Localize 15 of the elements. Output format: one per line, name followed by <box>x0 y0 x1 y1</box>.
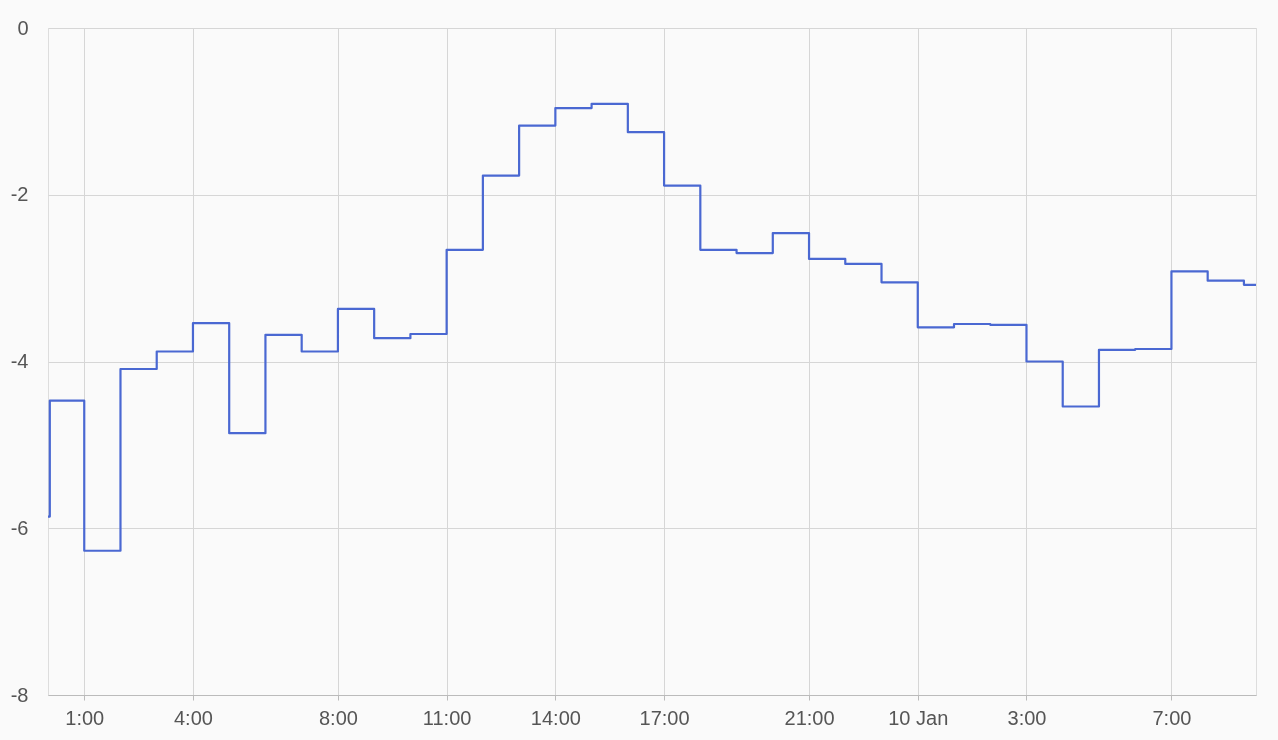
x-tick-label: 17:00 <box>639 706 690 729</box>
y-tick-label: -4 <box>10 350 29 372</box>
x-tick-label: 1:00 <box>65 706 105 729</box>
y-tick-label: -8 <box>10 683 29 706</box>
y-tick-label: -6 <box>10 516 29 539</box>
x-tick-label: 11:00 <box>422 706 472 729</box>
x-tick-label: 4:00 <box>173 706 213 729</box>
x-tick-label: 21:00 <box>784 706 835 729</box>
x-tick-label: 3:00 <box>1007 706 1047 729</box>
x-tick-label: 7:00 <box>1152 706 1192 729</box>
x-tick-label: 8:00 <box>318 706 358 729</box>
y-tick-label: -2 <box>10 183 29 206</box>
x-tick-label: 10 Jan <box>888 706 949 729</box>
x-tick-label: 14:00 <box>530 706 581 729</box>
y-tick-label: 0 <box>17 16 29 39</box>
